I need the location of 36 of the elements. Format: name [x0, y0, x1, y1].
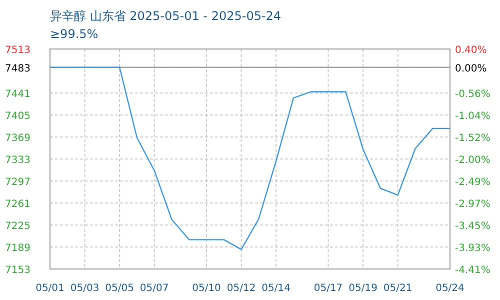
y2-tick-label: -2.97% — [455, 199, 490, 210]
y2-tick-label: -4.41% — [455, 265, 490, 276]
y-tick-label: 7297 — [5, 177, 30, 188]
y-tick-label: 7225 — [5, 221, 30, 232]
x-tick-label: 05/07 — [140, 283, 169, 294]
x-tick-label: 05/01 — [36, 283, 64, 294]
x-tick-label: 05/21 — [383, 283, 412, 294]
x-tick-label: 05/19 — [348, 283, 378, 294]
y-tick-label: 7333 — [5, 155, 30, 166]
y-tick-label: 7405 — [5, 111, 30, 122]
y2-tick-label: -2.00% — [455, 154, 490, 166]
x-tick-label: 05/14 — [262, 283, 290, 294]
y2-tick-label: -2.49% — [455, 177, 490, 188]
y2-tick-label: -1.52% — [455, 132, 490, 144]
x-tick-label: 05/24 — [436, 283, 464, 294]
y2-tick-label: -3.93% — [455, 243, 490, 254]
line-series — [49, 66, 451, 250]
y-tick-label: 7441 — [5, 89, 30, 100]
y-tick-label: 7483 — [5, 63, 30, 74]
x-tick-label: 05/03 — [70, 283, 100, 294]
y-tick-label: 7513 — [5, 45, 30, 56]
y2-tick-label: -1.04% — [455, 110, 490, 122]
x-tick-label: 05/10 — [192, 283, 221, 294]
x-tick-label: 05/17 — [314, 283, 343, 294]
x-tick-label: 05/05 — [105, 283, 134, 294]
y2-tick-label: 0.00% — [455, 63, 487, 74]
y2-tick-label: -0.56% — [455, 88, 490, 100]
y2-tick-label: 0.40% — [455, 45, 487, 56]
y-tick-label: 7189 — [5, 243, 30, 254]
y2-tick-label: -3.45% — [455, 221, 490, 232]
y-tick-label: 7153 — [5, 265, 30, 276]
chart-title: 异辛醇 山东省 2025-05-01 - 2025-05-24 — [50, 9, 282, 23]
y-tick-label: 7369 — [5, 133, 30, 144]
y-tick-label: 7261 — [5, 199, 30, 210]
x-tick-label: 05/12 — [226, 283, 256, 294]
chart-subtitle: ≥99.5% — [50, 27, 98, 41]
